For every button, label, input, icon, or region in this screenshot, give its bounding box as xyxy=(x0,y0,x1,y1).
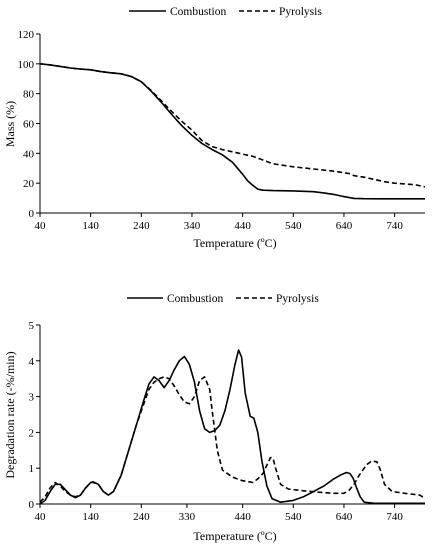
x-tick-label: 140 xyxy=(82,511,99,523)
series-line-combustion xyxy=(39,63,425,200)
y-axis-title: Degradation rate (-%/min) xyxy=(3,351,17,478)
x-tick-label: 440 xyxy=(234,511,251,523)
y-tick-label: 5 xyxy=(29,320,35,332)
x-tick-label: 40 xyxy=(35,511,47,523)
y-tick-label: 80 xyxy=(23,89,35,101)
x-tick-label: 540 xyxy=(285,511,302,523)
y-axis-title: Mass (%) xyxy=(3,101,17,147)
x-tick-label: 340 xyxy=(184,220,201,232)
x-tick-label: 140 xyxy=(82,220,99,232)
series-line-pyrolysis xyxy=(39,63,426,188)
legend-label-pyrolysis: Pyrolysis xyxy=(279,6,322,18)
x-tick-label: 540 xyxy=(285,220,302,232)
series-line-combustion xyxy=(39,349,425,505)
x-tick-label: 440 xyxy=(234,220,251,232)
series-lines xyxy=(39,63,426,200)
y-tick-label: 0 xyxy=(29,499,35,511)
x-axis-title: Temperature (ºC) xyxy=(193,236,276,250)
x-tick-label: 740 xyxy=(386,511,403,523)
x-tick-label: 640 xyxy=(336,220,353,232)
legend-label-pyrolysis: Pyrolysis xyxy=(276,293,319,305)
x-tick-label: 740 xyxy=(386,220,403,232)
y-tick-label: 20 xyxy=(23,178,35,190)
x-tick-label: 40 xyxy=(35,220,47,232)
axes: 0 20 40 60 80 100 120 40 140 240 340 440 540 640 740 xyxy=(18,29,425,232)
y-tick-label: 0 xyxy=(29,208,35,220)
legend: Combustion Pyrolysis xyxy=(129,6,322,18)
legend: Combustion Pyrolysis xyxy=(127,293,319,305)
series-lines xyxy=(39,349,426,505)
y-tick-label: 120 xyxy=(18,29,35,41)
x-axis-title: Temperature (ºC) xyxy=(193,529,276,543)
x-tick-label: 640 xyxy=(336,511,353,523)
legend-label-combustion: Combustion xyxy=(167,293,223,305)
y-tick-label: 1 xyxy=(29,463,35,475)
x-tick-label: 240 xyxy=(133,511,150,523)
y-tick-label: 3 xyxy=(29,392,35,404)
y-tick-label: 4 xyxy=(29,356,35,368)
series-line-pyrolysis xyxy=(39,376,426,503)
y-tick-label: 40 xyxy=(23,148,35,160)
y-tick-label: 100 xyxy=(18,59,35,71)
y-tick-label: 60 xyxy=(23,119,35,131)
y-tick-label: 2 xyxy=(29,427,35,439)
legend-label-combustion: Combustion xyxy=(170,6,226,18)
x-tick-label: 240 xyxy=(133,220,150,232)
x-tick-label: 330 xyxy=(179,511,196,523)
mass-chart: Combustion Pyrolysis 0 20 40 60 80 100 120 40 14… xyxy=(3,6,426,250)
